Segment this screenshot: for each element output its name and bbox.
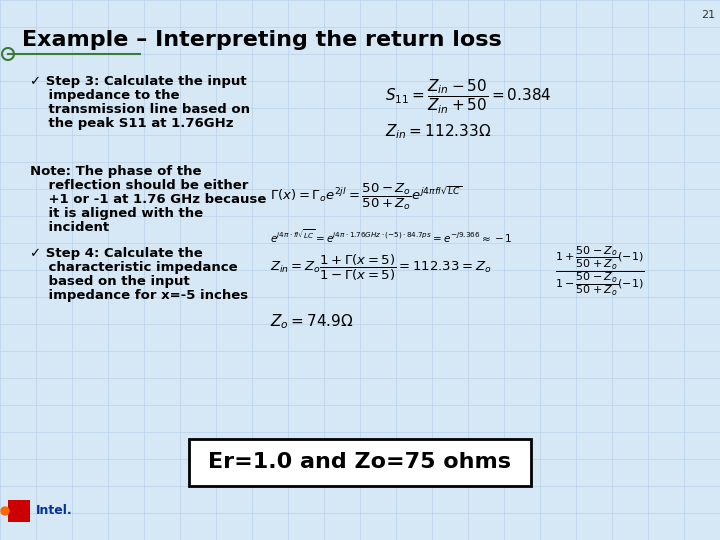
Text: transmission line based on: transmission line based on	[30, 103, 250, 116]
Text: $\Gamma(x) = \Gamma_o e^{2jl} = \dfrac{50-Z_o}{50+Z_o}e^{j4\pi fl\sqrt{LC}}$: $\Gamma(x) = \Gamma_o e^{2jl} = \dfrac{5…	[270, 182, 462, 212]
Text: incident: incident	[30, 221, 109, 234]
Text: the peak S11 at 1.76GHz: the peak S11 at 1.76GHz	[30, 117, 233, 130]
Text: Intel.: Intel.	[36, 504, 73, 517]
Text: $Z_o = 74.9\Omega$: $Z_o = 74.9\Omega$	[270, 312, 354, 330]
Text: 21: 21	[701, 10, 715, 20]
Text: Er=1.0 and Zo=75 ohms: Er=1.0 and Zo=75 ohms	[209, 453, 511, 472]
Text: based on the input: based on the input	[30, 275, 190, 288]
Text: $e^{j4\pi \cdot fl\sqrt{LC}} = e^{j4\pi \cdot 1.76GHz \cdot (-5)\cdot 84.7ps} = : $e^{j4\pi \cdot fl\sqrt{LC}} = e^{j4\pi …	[270, 228, 513, 245]
Text: +1 or -1 at 1.76 GHz because: +1 or -1 at 1.76 GHz because	[30, 193, 266, 206]
FancyBboxPatch shape	[189, 439, 531, 486]
Circle shape	[1, 507, 9, 515]
Text: $\dfrac{1+\dfrac{50-Z_o}{50+Z_o}(-1)}{1-\dfrac{50-Z_o}{50+Z_o}(-1)}$: $\dfrac{1+\dfrac{50-Z_o}{50+Z_o}(-1)}{1-…	[555, 244, 644, 298]
Text: impedance for x=-5 inches: impedance for x=-5 inches	[30, 289, 248, 302]
Text: $S_{11} = \dfrac{Z_{in}-50}{Z_{in}+50} = 0.384$: $S_{11} = \dfrac{Z_{in}-50}{Z_{in}+50} =…	[385, 78, 552, 116]
Text: impedance to the: impedance to the	[30, 89, 179, 102]
Text: $Z_{in} = 112.33\Omega$: $Z_{in} = 112.33\Omega$	[385, 122, 491, 141]
Text: ✓ Step 4: Calculate the: ✓ Step 4: Calculate the	[30, 247, 203, 260]
Text: characteristic impedance: characteristic impedance	[30, 261, 238, 274]
Text: $Z_{in} = Z_o \dfrac{1+\Gamma(x=5)}{1-\Gamma(x=5)} = 112.33 = Z_o$: $Z_{in} = Z_o \dfrac{1+\Gamma(x=5)}{1-\G…	[270, 253, 491, 283]
Text: reflection should be either: reflection should be either	[30, 179, 248, 192]
Text: ✓ Step 3: Calculate the input: ✓ Step 3: Calculate the input	[30, 75, 247, 88]
Text: Note: The phase of the: Note: The phase of the	[30, 165, 202, 178]
Text: it is aligned with the: it is aligned with the	[30, 207, 203, 220]
Text: Example – Interpreting the return loss: Example – Interpreting the return loss	[22, 30, 502, 50]
FancyBboxPatch shape	[8, 500, 30, 522]
